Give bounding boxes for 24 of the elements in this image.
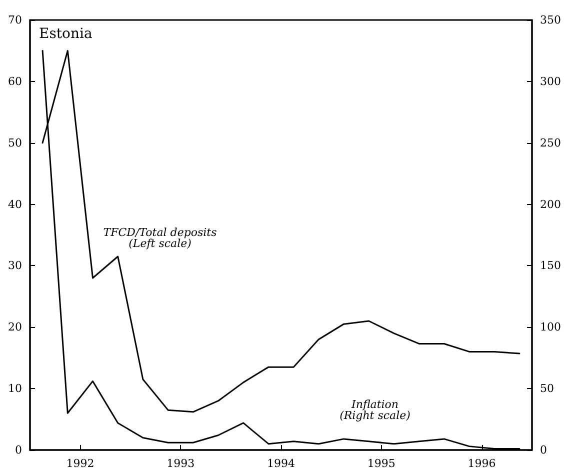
y2-tick-label: 200 (540, 198, 561, 211)
x-tick-label: 1996 (468, 457, 496, 470)
y2-tick-label: 300 (540, 74, 561, 88)
y-tick-label: 70 (8, 14, 22, 26)
y2-tick-label: 100 (540, 320, 561, 334)
y-tick-label: 40 (8, 198, 22, 211)
y2-tick-label: 0 (540, 444, 547, 456)
y2-tick-label: 250 (540, 136, 561, 150)
annotation: Inflation (Right scale) (340, 398, 410, 422)
x-tick-label: 1994 (267, 457, 295, 470)
y2-tick-label: 150 (540, 259, 561, 272)
y-tick-label: 50 (8, 136, 22, 150)
x-tick-label: 1995 (367, 457, 396, 470)
y-tick-label: 0 (15, 444, 22, 456)
y-tick-label: 30 (8, 259, 22, 272)
y-tick-label: 60 (8, 74, 22, 88)
y2-tick-label: 350 (540, 14, 561, 26)
annotation: TFCD/Total deposits (Left scale) (103, 226, 218, 250)
y2-tick-label: 50 (540, 382, 554, 396)
x-tick-label: 1993 (166, 457, 195, 470)
y-tick-label: 20 (8, 320, 22, 334)
x-tick-label: 1992 (66, 457, 94, 470)
y-tick-label: 10 (8, 382, 22, 396)
chart-title: Estonia (39, 26, 92, 42)
